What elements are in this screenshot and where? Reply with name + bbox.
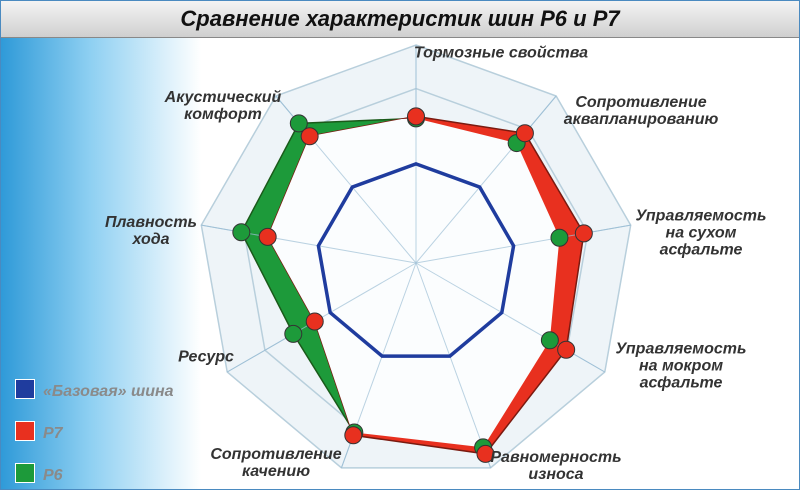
series-point <box>476 444 495 463</box>
series-point <box>300 127 319 146</box>
category-label: Управляемость на мокром асфальте <box>615 340 747 392</box>
legend-item: Р7 <box>15 421 63 443</box>
legend-swatch <box>15 379 35 399</box>
legend-swatch <box>15 421 35 441</box>
chart-interior <box>267 118 560 448</box>
legend-swatch <box>15 463 35 483</box>
series-point <box>284 324 303 343</box>
spoke <box>415 262 492 469</box>
legend-label: «Базовая» шина <box>43 383 174 400</box>
series-point <box>305 312 324 331</box>
series-point <box>289 114 308 133</box>
category-label: Равномерность износа <box>490 449 622 483</box>
series-point <box>557 340 576 359</box>
series-point <box>258 227 277 246</box>
series-point <box>232 223 251 242</box>
category-label: Плавность хода <box>104 214 198 248</box>
series-point <box>515 124 534 143</box>
legend-item: «Базовая» шина <box>15 379 174 401</box>
legend-item: Р6 <box>15 463 63 485</box>
legend-label: Р6 <box>43 467 63 484</box>
category-label: Ресурс <box>178 348 234 366</box>
series-point <box>540 331 559 350</box>
side-panel <box>1 37 201 489</box>
series-line <box>316 162 516 358</box>
legend-label: Р7 <box>43 425 63 442</box>
category-label: Акустический комфорт <box>164 89 282 123</box>
spoke <box>415 224 631 264</box>
category-label: Тормозные свойства <box>413 44 589 62</box>
category-label: Управляемость на сухом асфальте <box>635 207 767 259</box>
category-label: Сопротивление качению <box>210 446 342 480</box>
series-point <box>407 107 425 126</box>
chart-title: Сравнение характеристик шин Р6 и Р7 <box>1 1 799 38</box>
series-point <box>550 228 569 247</box>
series-point <box>344 426 363 445</box>
category-label: Сопротивление аквапланированию <box>563 94 719 128</box>
series-point <box>574 224 593 243</box>
spoke <box>415 95 557 264</box>
